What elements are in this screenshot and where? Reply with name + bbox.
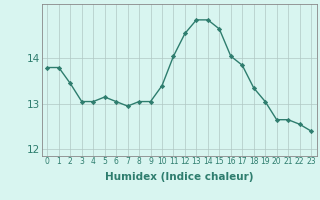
X-axis label: Humidex (Indice chaleur): Humidex (Indice chaleur) xyxy=(105,172,253,182)
